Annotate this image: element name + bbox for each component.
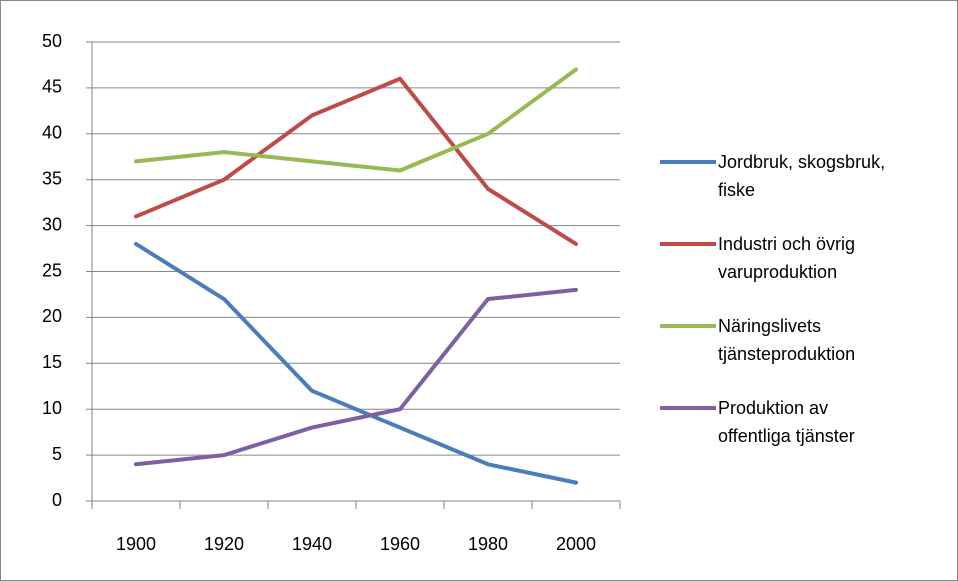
series-line <box>134 67 578 173</box>
legend-label: Jordbruk, skogsbruk, fiske <box>718 152 886 200</box>
y-tick-label: 45 <box>42 77 62 97</box>
legend-swatch <box>660 160 716 164</box>
y-tick-label: 15 <box>42 352 62 372</box>
y-tick-label: 35 <box>42 168 62 188</box>
y-tick-label: 5 <box>52 444 62 464</box>
legend-entry: Industri och övrig varuproduktion <box>660 230 900 312</box>
series-line <box>134 241 578 485</box>
legend-label: Industri och övrig varuproduktion <box>718 234 856 282</box>
y-tick-label: 50 <box>42 31 62 51</box>
series-line <box>134 76 578 246</box>
y-tick-label: 20 <box>42 306 62 326</box>
x-tick-label: 1980 <box>468 534 508 554</box>
x-tick-label: 1940 <box>292 534 332 554</box>
legend-label: Näringslivets tjänsteproduktion <box>718 316 856 364</box>
legend-entry: Produktion av offentliga tjänster <box>660 394 900 476</box>
y-tick-label: 30 <box>42 214 62 234</box>
y-tick-label: 25 <box>42 260 62 280</box>
x-tick-label: 1920 <box>204 534 244 554</box>
legend-swatch <box>660 324 716 328</box>
legend-entry: Jordbruk, skogsbruk, fiske <box>660 148 900 230</box>
x-tick-label: 1900 <box>116 534 156 554</box>
legend-label: Produktion av offentliga tjänster <box>718 398 855 446</box>
y-tick-label: 40 <box>42 123 62 143</box>
y-tick-label: 0 <box>52 490 62 510</box>
x-tick-label: 2000 <box>556 534 596 554</box>
series-line <box>134 287 578 467</box>
x-tick-label: 1960 <box>380 534 420 554</box>
y-tick-label: 10 <box>42 398 62 418</box>
legend-swatch <box>660 406 716 410</box>
legend-swatch <box>660 242 716 246</box>
legend-entry: Näringslivets tjänsteproduktion <box>660 312 900 394</box>
legend: Jordbruk, skogsbruk, fiske Industri och ö… <box>660 148 900 476</box>
